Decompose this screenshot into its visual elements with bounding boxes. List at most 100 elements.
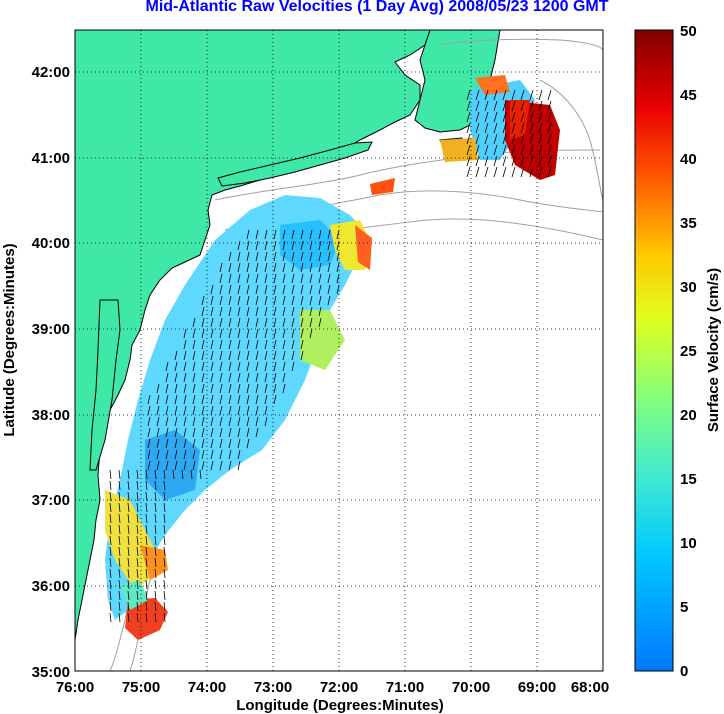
velocity-arrow bbox=[538, 89, 543, 101]
velocity-arrow bbox=[547, 122, 552, 134]
cbar-tick-5: 25 bbox=[680, 343, 697, 360]
velocity-arrow bbox=[156, 405, 160, 416]
velocity-arrow bbox=[291, 273, 295, 284]
velocity-arrow bbox=[228, 372, 232, 383]
velocity-arrow bbox=[318, 295, 322, 306]
velocity-arrow bbox=[538, 122, 543, 134]
velocity-arrow bbox=[147, 449, 151, 460]
velocity-arrow bbox=[264, 284, 268, 295]
velocity-arrow bbox=[154, 601, 157, 612]
velocity-arrow bbox=[174, 416, 178, 427]
velocity-arrow bbox=[291, 350, 295, 361]
velocity-arrow bbox=[174, 383, 178, 394]
velocity-arrow bbox=[154, 590, 157, 601]
velocity-arrow bbox=[228, 273, 232, 284]
velocity-arrow bbox=[118, 502, 121, 513]
velocity-arrow bbox=[237, 240, 241, 251]
velocity-arrow bbox=[264, 306, 268, 317]
velocity-arrow bbox=[165, 449, 169, 460]
velocity-arrow bbox=[237, 317, 241, 328]
velocity-arrow bbox=[264, 317, 268, 328]
velocity-arrow bbox=[165, 460, 169, 471]
velocity-arrow bbox=[201, 449, 205, 460]
velocity-arrow bbox=[282, 339, 286, 350]
velocity-arrow bbox=[228, 361, 232, 372]
velocity-arrow bbox=[300, 229, 304, 240]
velocity-arrow bbox=[475, 133, 480, 145]
velocity-arrow bbox=[210, 416, 214, 427]
velocity-arrow bbox=[547, 144, 552, 156]
velocity-arrow bbox=[219, 416, 223, 427]
velocity-arrow bbox=[136, 579, 139, 590]
velocity-arrow bbox=[109, 524, 112, 535]
velocity-arrow bbox=[154, 469, 157, 480]
velocity-arrow bbox=[118, 524, 121, 535]
velocity-arrow bbox=[336, 229, 340, 240]
velocity-arrow bbox=[190, 469, 193, 480]
velocity-arrow bbox=[127, 568, 130, 579]
velocity-arrow bbox=[192, 339, 196, 350]
velocity-arrow bbox=[300, 262, 304, 273]
velocity-arrow bbox=[255, 350, 259, 361]
velocity-arrow bbox=[246, 240, 250, 251]
velocity-arrow bbox=[210, 361, 214, 372]
velocity-arrow bbox=[264, 372, 268, 383]
velocity-arrow bbox=[475, 100, 480, 112]
velocity-arrow bbox=[246, 273, 250, 284]
velocity-arrow bbox=[210, 317, 214, 328]
velocity-arrow bbox=[147, 438, 151, 449]
velocity-arrow bbox=[273, 339, 277, 350]
velocity-arrow bbox=[246, 295, 250, 306]
velocity-arrow bbox=[228, 394, 232, 405]
velocity-arrow bbox=[172, 469, 175, 480]
velocity-arrow bbox=[156, 427, 160, 438]
velocity-arrow bbox=[127, 601, 130, 612]
cbar-tick-4: 20 bbox=[680, 407, 697, 424]
velocity-arrow bbox=[493, 100, 498, 112]
velocity-arrow bbox=[183, 427, 187, 438]
velocity-arrow bbox=[118, 491, 121, 502]
velocity-arrow bbox=[309, 251, 313, 262]
velocity-arrow bbox=[174, 438, 178, 449]
velocity-arrow bbox=[163, 524, 166, 535]
velocity-arrow bbox=[219, 438, 223, 449]
velocity-arrow bbox=[118, 579, 121, 590]
colorbar-label: Surface Velocity (cm/s) bbox=[705, 268, 722, 432]
velocity-arrow bbox=[273, 284, 277, 295]
velocity-arrow bbox=[237, 295, 241, 306]
velocity-arrow bbox=[484, 133, 489, 145]
velocity-arrow bbox=[547, 155, 552, 167]
velocity-arrow bbox=[502, 89, 507, 101]
velocity-arrow bbox=[183, 438, 187, 449]
cbar-tick-1: 5 bbox=[680, 599, 688, 616]
velocity-arrow bbox=[109, 480, 112, 491]
velocity-arrow bbox=[327, 295, 331, 306]
velocity-arrow bbox=[255, 317, 259, 328]
velocity-arrow bbox=[475, 111, 480, 123]
velocity-arrow bbox=[127, 480, 130, 491]
velocity-arrow bbox=[136, 491, 139, 502]
velocity-arrow bbox=[109, 590, 112, 601]
lon-tick-6: 70:00 bbox=[452, 679, 490, 696]
velocity-arrow bbox=[228, 438, 232, 449]
velocity-arrow bbox=[327, 229, 331, 240]
velocity-arrow bbox=[219, 405, 223, 416]
velocity-arrow bbox=[210, 295, 214, 306]
velocity-arrow bbox=[192, 383, 196, 394]
velocity-arrow bbox=[475, 155, 480, 167]
velocity-arrow bbox=[336, 251, 340, 262]
velocity-arrow bbox=[282, 240, 286, 251]
velocity-arrow bbox=[183, 328, 187, 339]
velocity-arrow bbox=[237, 273, 241, 284]
velocity-arrow bbox=[237, 251, 241, 262]
velocity-arrow bbox=[291, 361, 295, 372]
velocity-arrow bbox=[192, 361, 196, 372]
velocity-arrow bbox=[538, 133, 543, 145]
velocity-arrow bbox=[154, 480, 157, 491]
velocity-arrow bbox=[282, 350, 286, 361]
velocity-arrow bbox=[136, 513, 139, 524]
velocity-arrow bbox=[520, 89, 525, 101]
velocity-arrow bbox=[255, 295, 259, 306]
velocity-arrow bbox=[282, 361, 286, 372]
